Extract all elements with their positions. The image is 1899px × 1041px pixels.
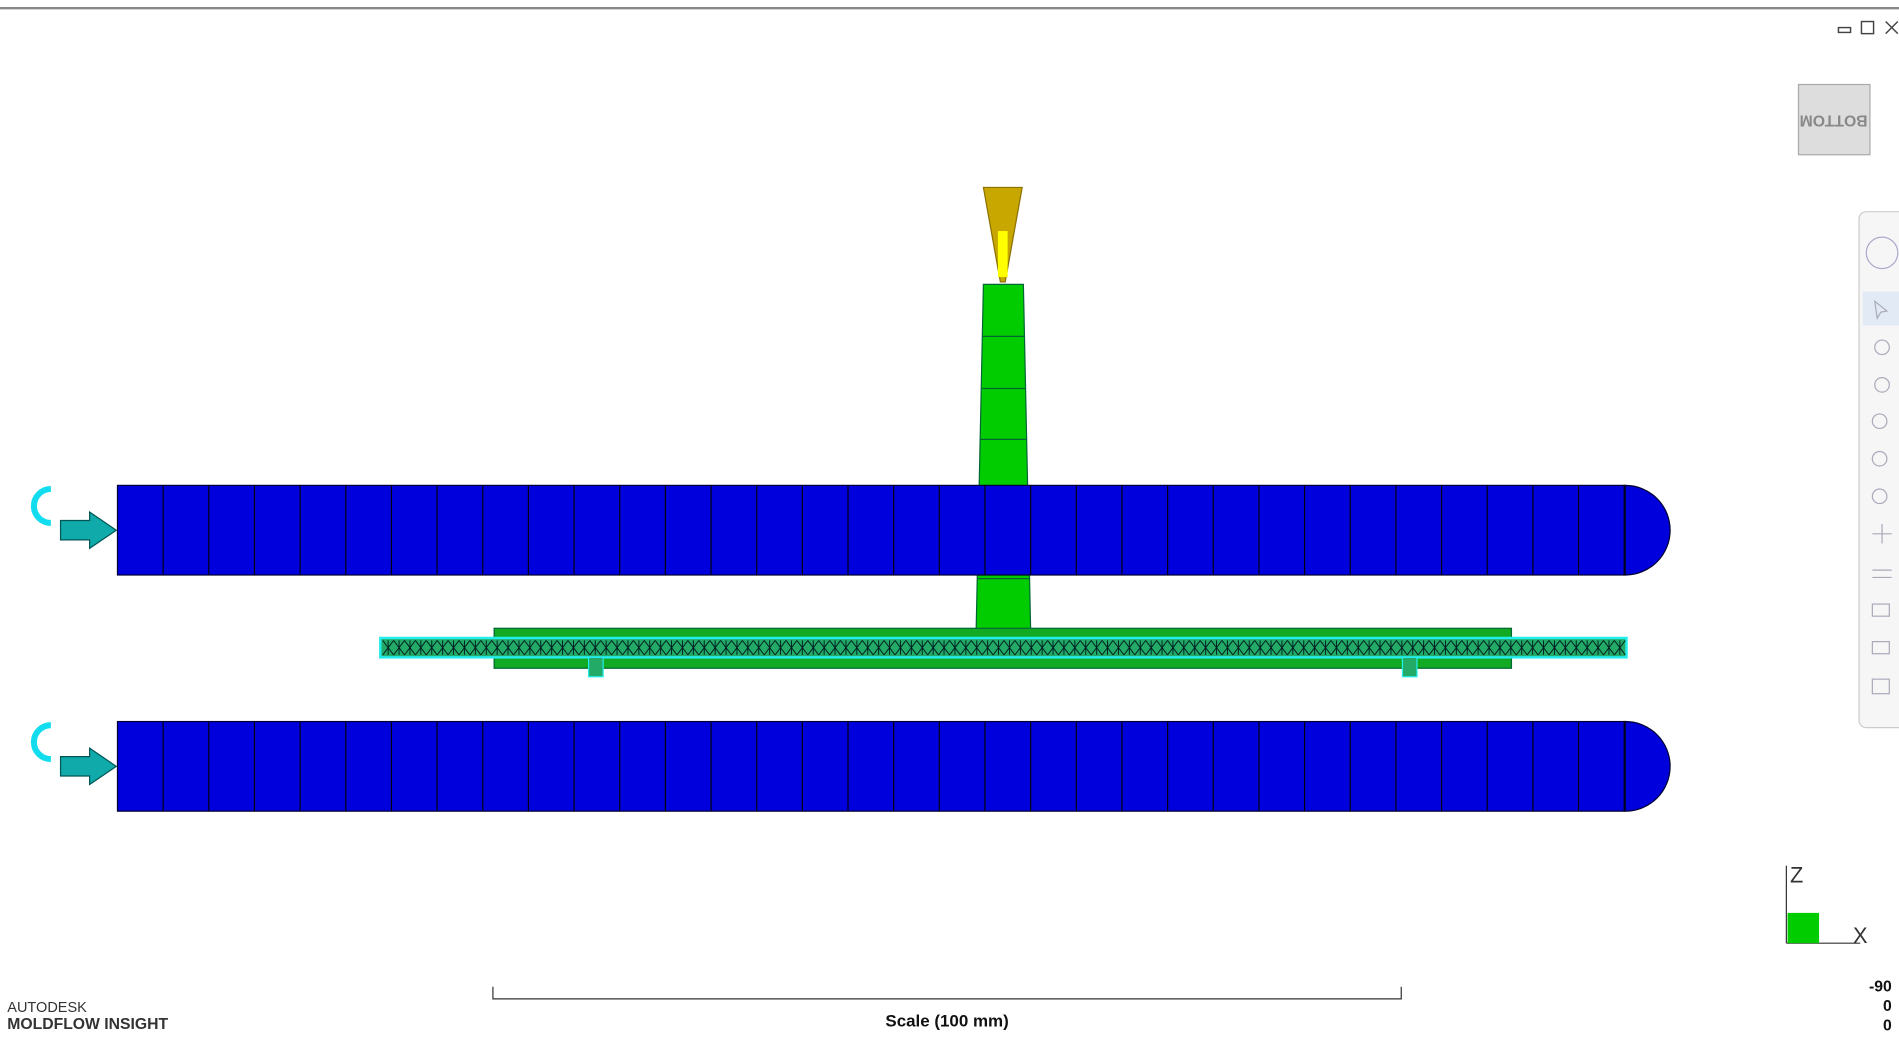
inlet-marker	[34, 489, 51, 523]
channel-end	[1625, 485, 1670, 575]
nav-toolbar[interactable]	[1859, 212, 1899, 728]
triad: Z X	[1786, 863, 1868, 949]
model-viewport: BOTTOM Z X -90 0 0	[0, 0, 1899, 1041]
rotation-value: 0	[1883, 1017, 1892, 1034]
cavity-part	[380, 628, 1626, 676]
cooling-channel	[34, 722, 1670, 812]
channel-end	[1625, 722, 1670, 812]
scale-label: Scale (100 mm)	[885, 1012, 1008, 1031]
axis-label: Z	[1790, 863, 1803, 888]
channel-body	[117, 722, 1625, 812]
rotation-value: -90	[1869, 979, 1892, 996]
window-controls[interactable]	[1838, 22, 1897, 34]
page: BOTTOM Z X -90 0 0	[0, 0, 1899, 1041]
brand-company: AUTODESK	[7, 1000, 87, 1016]
view-cube-label: BOTTOM	[1800, 111, 1868, 128]
inlet-marker	[34, 725, 51, 759]
channel-body	[117, 485, 1625, 575]
sprue	[976, 284, 1030, 630]
inlet-arrow	[61, 512, 117, 548]
brand-product: MOLDFLOW INSIGHT	[7, 1016, 168, 1033]
inlet-arrow	[61, 748, 117, 784]
rotation-value: 0	[1883, 998, 1892, 1015]
view-cube[interactable]: BOTTOM	[1798, 85, 1869, 155]
cooling-channel	[34, 485, 1670, 575]
axis-label: X	[1853, 923, 1868, 948]
sprue-nozzle	[983, 187, 1022, 281]
scale-bar	[493, 987, 1401, 999]
